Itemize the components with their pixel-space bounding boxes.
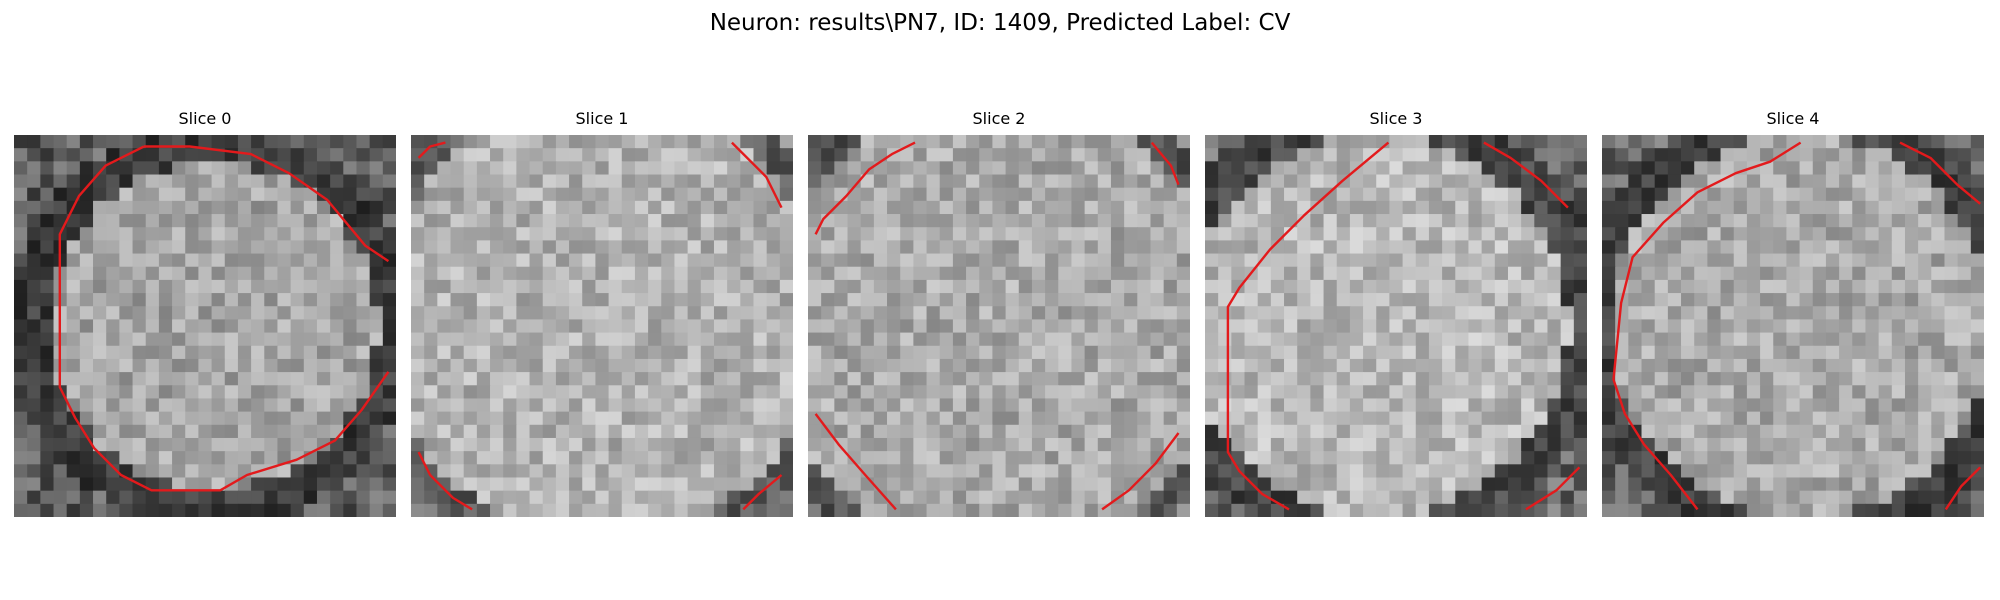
slice-image [411, 135, 793, 517]
slice-image [1205, 135, 1587, 517]
pixel-grid [411, 135, 793, 517]
slice-panel-4: Slice 4 [1602, 108, 1984, 130]
slice-image [14, 135, 396, 517]
pixel-grid [1602, 135, 1984, 517]
slice-panel-2: Slice 2 [808, 108, 1190, 130]
slice-title: Slice 1 [411, 108, 793, 130]
pixel-grid [808, 135, 1190, 517]
slice-panel-3: Slice 3 [1205, 108, 1587, 130]
slice-panel-1: Slice 1 [411, 108, 793, 130]
pixel-grid [1205, 135, 1587, 517]
slice-image [1602, 135, 1984, 517]
slice-image [808, 135, 1190, 517]
pixel-grid [14, 135, 396, 517]
slice-title: Slice 2 [808, 108, 1190, 130]
slice-title: Slice 4 [1602, 108, 1984, 130]
slice-title: Slice 0 [14, 108, 396, 130]
slice-title: Slice 3 [1205, 108, 1587, 130]
slice-panel-0: Slice 0 [14, 108, 396, 130]
figure-title: Neuron: results\PN7, ID: 1409, Predicted… [0, 8, 2000, 38]
